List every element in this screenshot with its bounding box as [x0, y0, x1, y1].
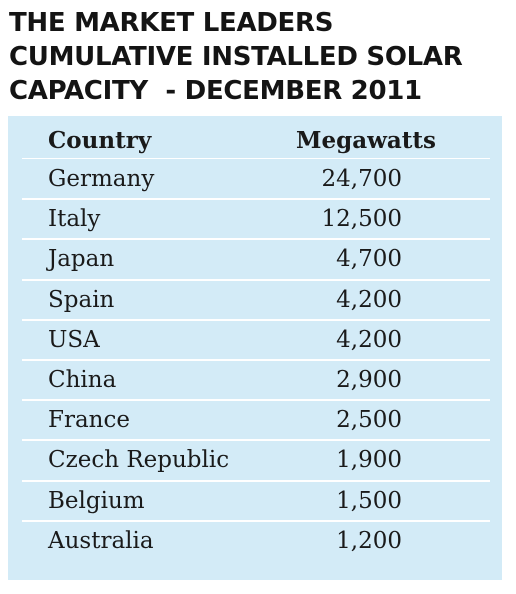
megawatts-cell: 1,200	[336, 527, 402, 554]
table-row: Germany 24,700	[22, 160, 490, 201]
megawatts-cell: 4,200	[336, 326, 402, 353]
country-cell: Australia	[48, 527, 154, 554]
country-cell: Czech Republic	[48, 447, 230, 474]
country-cell: Belgium	[48, 487, 145, 514]
column-header-country: Country	[48, 127, 152, 154]
table-row: Belgium 1,500	[22, 482, 490, 522]
megawatts-cell: 12,500	[321, 206, 402, 233]
table-row: France 2,500	[22, 401, 490, 442]
column-header-megawatts: Megawatts	[296, 127, 436, 154]
table-row: Australia 1,200	[22, 522, 490, 560]
title-line-2: CUMULATIVE INSTALLED SOLAR	[9, 42, 463, 72]
table-row: Czech Republic 1,900	[22, 441, 490, 482]
table-row: USA 4,200	[22, 321, 490, 361]
table-row: China 2,900	[22, 361, 490, 402]
country-cell: Italy	[48, 206, 101, 233]
country-cell: Spain	[48, 286, 115, 313]
country-cell: China	[48, 366, 117, 393]
table-row: Japan 4,700	[22, 240, 490, 281]
table-header-row: Country Megawatts	[22, 124, 490, 159]
page-title: THE MARKET LEADERS CUMULATIVE INSTALLED …	[9, 6, 509, 108]
data-table: Country Megawatts Germany 24,700 Italy 1…	[8, 116, 502, 580]
title-line-3: CAPACITY - DECEMBER 2011	[9, 76, 422, 106]
country-cell: Japan	[48, 246, 115, 273]
country-cell: USA	[48, 326, 100, 353]
megawatts-cell: 2,900	[336, 366, 402, 393]
megawatts-cell: 1,900	[336, 447, 402, 474]
megawatts-cell: 24,700	[321, 166, 402, 192]
table-row: Italy 12,500	[22, 200, 490, 241]
country-cell: France	[48, 407, 130, 434]
title-line-1: THE MARKET LEADERS	[9, 8, 334, 38]
megawatts-cell: 4,700	[336, 246, 402, 273]
table-body: Germany 24,700 Italy 12,500 Japan 4,700 …	[22, 160, 490, 560]
table-row: Spain 4,200	[22, 281, 490, 321]
megawatts-cell: 1,500	[336, 487, 402, 514]
megawatts-cell: 2,500	[336, 407, 402, 434]
country-cell: Germany	[48, 166, 155, 192]
megawatts-cell: 4,200	[336, 286, 402, 313]
